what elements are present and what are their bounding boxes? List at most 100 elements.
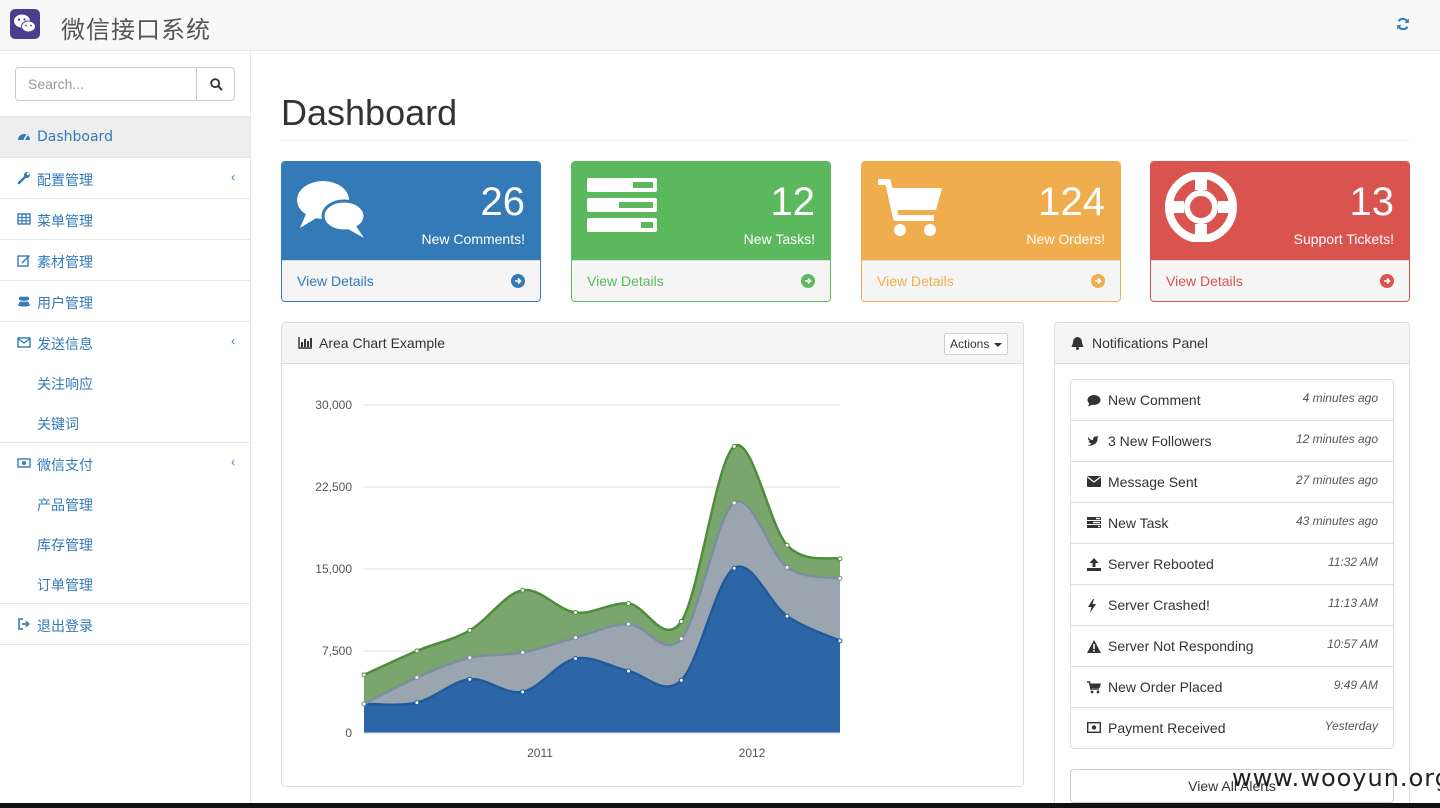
stat-label: New Orders! xyxy=(1026,231,1105,247)
sidebar-item-label: 用户管理 xyxy=(37,296,93,312)
sidebar-item-send[interactable]: 发送信息 ‹ xyxy=(0,322,250,363)
data-point xyxy=(731,443,737,449)
sidebar-item-dashboard[interactable]: Dashboard xyxy=(0,117,250,158)
sidebar-subitem-products[interactable]: 产品管理 xyxy=(0,484,250,524)
page-title: Dashboard xyxy=(281,92,458,133)
x-tick-label: 2011 xyxy=(527,746,553,760)
data-point xyxy=(837,575,843,581)
bottom-edge xyxy=(0,803,1440,808)
notification-list: New Comment 4 minutes ago 3 New Follower… xyxy=(1070,379,1394,749)
notification-item[interactable]: Payment Received Yesterday xyxy=(1071,708,1393,748)
notification-item[interactable]: New Order Placed 9:49 AM xyxy=(1071,667,1393,708)
view-details-link[interactable]: View Details xyxy=(572,260,830,301)
view-details-link[interactable]: View Details xyxy=(1151,260,1409,301)
sidebar-item-logout[interactable]: 退出登录 xyxy=(0,604,250,645)
sidebar-item-label: 配置管理 xyxy=(37,173,93,189)
notification-item[interactable]: 3 New Followers 12 minutes ago xyxy=(1071,421,1393,462)
stat-label: Support Tickets! xyxy=(1293,231,1394,247)
stat-panel-tasks: 12 New Tasks! View Details xyxy=(571,161,831,302)
view-details-link[interactable]: View Details xyxy=(282,260,540,301)
edit-icon xyxy=(17,255,30,267)
search-input[interactable] xyxy=(15,67,197,101)
notification-label: Server Not Responding xyxy=(1108,638,1254,654)
sidebar-item-label: Dashboard xyxy=(37,129,113,145)
notification-item[interactable]: Server Not Responding 10:57 AM xyxy=(1071,626,1393,667)
panel-heading: Area Chart Example Actions xyxy=(282,323,1023,364)
actions-dropdown-button[interactable]: Actions xyxy=(944,333,1008,355)
sidebar-item-users[interactable]: 用户管理 xyxy=(0,281,250,322)
notification-item[interactable]: Server Crashed! 11:13 AM xyxy=(1071,585,1393,626)
stat-panel-heading: 12 New Tasks! xyxy=(572,162,830,260)
sidebar-item-wechat-pay[interactable]: 微信支付 ‹ xyxy=(0,443,250,484)
y-tick-label: 22,500 xyxy=(315,480,352,494)
sidebar-item-label: 退出登录 xyxy=(37,619,93,635)
y-tick-label: 0 xyxy=(345,726,352,740)
view-details-label: View Details xyxy=(297,273,374,289)
stat-panel-orders: 124 New Orders! View Details xyxy=(861,161,1121,302)
comment-icon xyxy=(1087,395,1101,407)
sidebar-subitem-keywords[interactable]: 关键词 xyxy=(0,403,250,443)
panel-heading: Notifications Panel xyxy=(1055,323,1409,364)
stat-panel-heading: 124 New Orders! xyxy=(862,162,1120,260)
bolt-icon xyxy=(1088,599,1096,613)
tasks-icon xyxy=(587,178,657,232)
wrench-icon xyxy=(17,172,30,185)
notification-item[interactable]: New Comment 4 minutes ago xyxy=(1071,380,1393,421)
wechat-logo-icon[interactable] xyxy=(10,9,40,39)
table-icon xyxy=(17,213,31,225)
comments-icon xyxy=(297,181,367,238)
y-tick-label: 7,500 xyxy=(322,644,352,658)
search-button[interactable] xyxy=(196,67,235,101)
notification-label: New Comment xyxy=(1108,392,1201,408)
chevron-left-icon: ‹ xyxy=(231,455,235,469)
data-point xyxy=(837,556,843,562)
notification-time: 4 minutes ago xyxy=(1302,391,1378,405)
sidebar-subitem-follow-reply[interactable]: 关注响应 xyxy=(0,363,250,403)
notification-item[interactable]: New Task 43 minutes ago xyxy=(1071,503,1393,544)
data-point xyxy=(520,587,526,593)
stat-panel-heading: 13 Support Tickets! xyxy=(1151,162,1409,260)
sidebar-subitem-label: 关键词 xyxy=(37,417,79,433)
arrow-circle-right-icon xyxy=(1380,274,1394,288)
sidebar-item-menu[interactable]: 菜单管理 xyxy=(0,199,250,240)
sidebar-item-label: 素材管理 xyxy=(37,255,93,271)
data-point xyxy=(467,655,473,661)
sidebar-subitem-inventory[interactable]: 库存管理 xyxy=(0,524,250,564)
users-icon xyxy=(18,296,30,307)
notification-label: New Task xyxy=(1108,515,1169,531)
notification-item[interactable]: Server Rebooted 11:32 AM xyxy=(1071,544,1393,585)
stat-panel-tickets: 13 Support Tickets! View Details xyxy=(1150,161,1410,302)
chevron-left-icon: ‹ xyxy=(231,334,235,348)
shopping-cart-icon xyxy=(1087,681,1101,694)
chevron-left-icon: ‹ xyxy=(231,170,235,184)
app-title[interactable]: 微信接口系统 xyxy=(61,16,211,44)
stat-panel-comments: 26 New Comments! View Details xyxy=(281,161,541,302)
stat-value: 13 xyxy=(1349,180,1395,224)
panel-title: Notifications Panel xyxy=(1092,335,1208,351)
notification-label: 3 New Followers xyxy=(1108,433,1212,449)
x-tick-label: 2012 xyxy=(739,746,766,760)
sidebar-subitem-label: 库存管理 xyxy=(37,538,93,554)
caret-down-icon xyxy=(994,343,1002,347)
view-all-alerts-button[interactable]: View All Alerts xyxy=(1070,769,1394,803)
y-tick-label: 15,000 xyxy=(315,562,352,576)
area-series-fill xyxy=(364,566,840,733)
stat-value: 12 xyxy=(770,180,816,224)
sidebar-item-material[interactable]: 素材管理 xyxy=(0,240,250,281)
sidebar-item-config[interactable]: 配置管理 ‹ xyxy=(0,158,250,199)
notification-item[interactable]: Message Sent 27 minutes ago xyxy=(1071,462,1393,503)
notification-label: Server Rebooted xyxy=(1108,556,1214,572)
refresh-icon[interactable] xyxy=(1396,17,1412,33)
view-details-link[interactable]: View Details xyxy=(862,260,1120,301)
area-series-line xyxy=(363,565,841,707)
notification-time: Yesterday xyxy=(1324,719,1378,733)
arrow-circle-right-icon xyxy=(511,274,525,288)
arrow-circle-right-icon xyxy=(801,274,815,288)
watermark: www.wooyun.org xyxy=(1232,764,1440,792)
sidebar-subitem-label: 产品管理 xyxy=(37,498,93,514)
area-chart-panel: Area Chart Example Actions 0 7,500 15,000 2… xyxy=(281,322,1024,787)
shopping-cart-icon xyxy=(878,179,942,236)
data-point xyxy=(784,542,790,548)
sign-out-icon xyxy=(18,618,30,630)
sidebar-subitem-orders[interactable]: 订单管理 xyxy=(0,564,250,604)
